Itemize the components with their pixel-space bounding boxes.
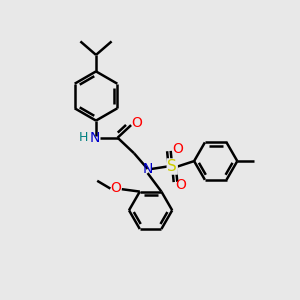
- Text: O: O: [172, 142, 183, 156]
- Text: H: H: [78, 131, 88, 144]
- Text: O: O: [131, 116, 142, 130]
- Text: S: S: [167, 159, 177, 174]
- Text: N: N: [89, 131, 100, 145]
- Text: O: O: [175, 178, 186, 191]
- Text: O: O: [110, 181, 121, 195]
- Text: N: N: [142, 162, 153, 176]
